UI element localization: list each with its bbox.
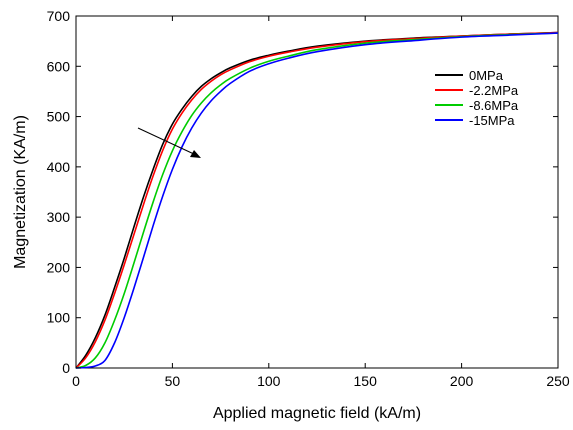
series-group	[75, 31, 559, 369]
legend-label: -15MPa	[469, 113, 515, 128]
y-tick-label: 400	[47, 159, 71, 175]
x-tick-label: 250	[546, 373, 570, 389]
y-tick-label: 100	[47, 310, 71, 326]
legend-label: -2.2MPa	[469, 83, 519, 98]
series-line-2.2mpa	[75, 31, 559, 369]
plot-area: 0 50 100 150 200 250 0 100 200 300 400 500 600 700	[47, 8, 570, 389]
legend-label: -8.6MPa	[469, 98, 519, 113]
y-tick-label: 300	[47, 209, 71, 225]
x-tick-label: 50	[165, 373, 181, 389]
x-axis-title: Applied magnetic field (kA/m)	[213, 405, 421, 422]
annotation-arrow-head	[190, 150, 201, 158]
legend: 0MPa-2.2MPa-8.6MPa-15MPa	[435, 68, 519, 128]
y-tick-label: 0	[62, 360, 70, 376]
y-tick-label: 600	[47, 58, 71, 74]
series-line-8.6mpa	[75, 32, 559, 369]
x-tick-label: 0	[72, 373, 80, 389]
y-axis-title: Magnetization (KA/m)	[12, 115, 29, 269]
y-tick-label: 200	[47, 259, 71, 275]
annotation-arrow	[137, 127, 201, 158]
x-tick-label: 150	[354, 373, 378, 389]
y-tick-label: 500	[47, 109, 71, 125]
annotation-arrow-shaft	[137, 127, 197, 156]
legend-label: 0MPa	[469, 68, 504, 83]
series-line-15mpa	[75, 32, 559, 369]
plot-frame	[75, 15, 559, 369]
x-tick-label: 200	[450, 373, 474, 389]
ticks-group: 0 50 100 150 200 250 0 100 200 300 400 500 600 700	[47, 8, 570, 389]
x-tick-label: 100	[257, 373, 281, 389]
y-tick-label: 700	[47, 8, 71, 24]
